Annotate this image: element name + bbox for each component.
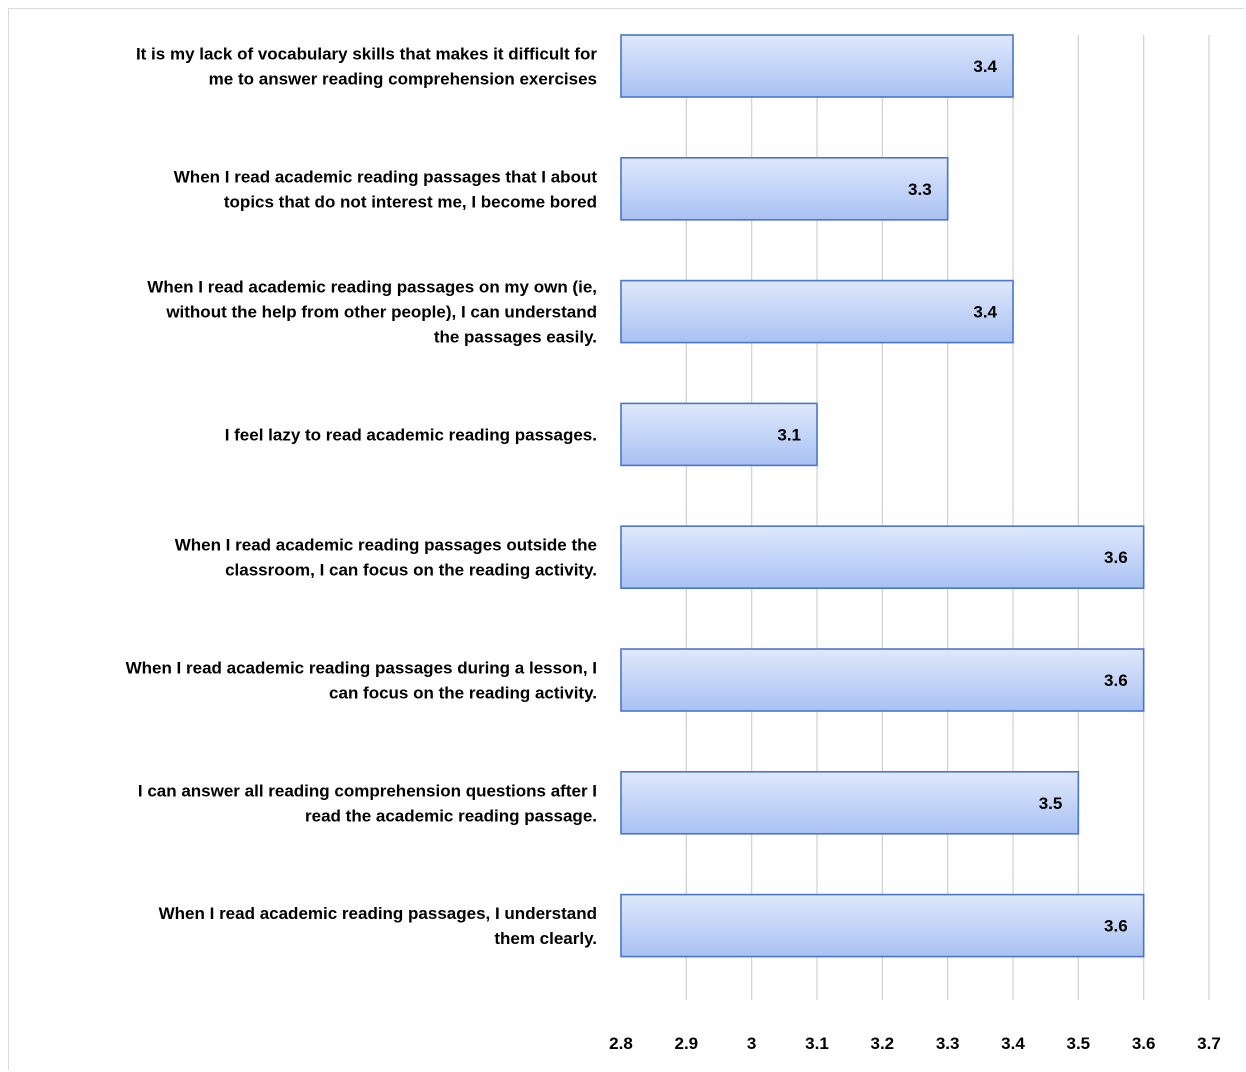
- bar: [620, 279, 1014, 344]
- bar: [620, 402, 818, 467]
- category-label: It is my lack of vocabulary skills that …: [136, 45, 597, 64]
- data-label: 3.5: [1039, 794, 1063, 813]
- bar: [620, 525, 1145, 590]
- x-axis-ticks: 2.8 2.9 3 3.1 3.2 3.3 3.4 3.5 3.6 3.7: [609, 1034, 1221, 1053]
- category-label: classroom, I can focus on the reading ac…: [225, 561, 597, 580]
- tick-label: 2.9: [675, 1034, 699, 1053]
- tick-label: 3.4: [1001, 1034, 1025, 1053]
- bar: [620, 648, 1145, 712]
- tick-label: 3.1: [805, 1034, 829, 1053]
- category-label: I can answer all reading comprehension q…: [138, 781, 597, 800]
- bar: [620, 34, 1014, 98]
- data-label: 3.4: [973, 57, 997, 76]
- tick-label: 3: [747, 1034, 756, 1053]
- category-label: When I read academic reading passages ou…: [175, 536, 597, 555]
- tick-label: 3.2: [871, 1034, 895, 1053]
- tick-label: 3.3: [936, 1034, 960, 1053]
- bar: [620, 157, 949, 221]
- tick-label: 3.6: [1132, 1034, 1156, 1053]
- grid-lines: [685, 35, 1210, 1000]
- category-label: When I read academic reading passages du…: [126, 659, 597, 678]
- data-label: 3.6: [1104, 917, 1128, 936]
- data-label: 3.1: [777, 425, 801, 444]
- tick-label: 2.8: [609, 1034, 633, 1053]
- category-labels: It is my lack of vocabulary skills that …: [126, 45, 598, 949]
- bars: 3.4 3.3 3.4 3.1 3.6 3.6 3.5 3.6: [620, 34, 1145, 958]
- bar: [620, 770, 1080, 835]
- data-label: 3.3: [908, 180, 932, 199]
- category-label: read the academic reading passage.: [305, 806, 597, 825]
- category-label: the passages easily.: [434, 328, 597, 347]
- bar: [620, 893, 1145, 958]
- category-label: When I read academic reading passages, I…: [159, 904, 597, 923]
- category-label: can focus on the reading activity.: [329, 684, 597, 703]
- category-label: I feel lazy to read academic reading pas…: [225, 425, 597, 444]
- tick-label: 3.5: [1067, 1034, 1091, 1053]
- data-label: 3.4: [973, 303, 997, 322]
- category-label: me to answer reading comprehension exerc…: [209, 70, 597, 89]
- category-label: without the help from other people), I c…: [165, 303, 597, 322]
- category-label: them clearly.: [494, 929, 597, 948]
- category-label: When I read academic reading passages on…: [147, 278, 597, 297]
- tick-label: 3.7: [1197, 1034, 1221, 1053]
- data-label: 3.6: [1104, 671, 1128, 690]
- chart-frame: [8, 8, 1244, 1070]
- category-label: topics that do not interest me, I become…: [224, 192, 597, 211]
- data-label: 3.6: [1104, 548, 1128, 567]
- category-label: When I read academic reading passages th…: [174, 167, 598, 186]
